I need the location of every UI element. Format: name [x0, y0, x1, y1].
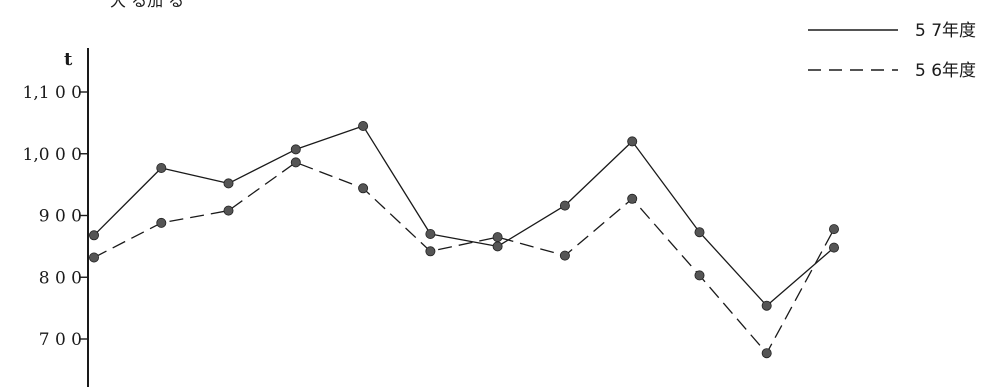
y-tick-label-1000: 1,0 0 0 — [23, 145, 82, 165]
series-2-point-6 — [425, 246, 436, 257]
y-tick-label-900: 9 0 0 — [39, 207, 82, 227]
series-2-point-8 — [559, 250, 570, 261]
y-ticks: 7 0 0 8 0 0 9 0 0 1,0 0 0 1,1 0 0 — [23, 83, 88, 350]
series-1-point-10 — [694, 227, 705, 238]
series-1-point-9 — [627, 136, 638, 147]
legend: 5 7年度 5 6年度 — [808, 21, 976, 81]
series-points — [89, 121, 840, 359]
series-2-point-4 — [290, 157, 301, 168]
series-lines — [93, 125, 835, 354]
series-1-point-11 — [761, 300, 772, 311]
series-2-point-2 — [156, 217, 167, 228]
series-1-point-3 — [223, 178, 234, 189]
y-axis-unit-label: t — [64, 49, 73, 70]
series-1-point-6 — [425, 228, 436, 239]
legend-label-series-2: 5 6年度 — [915, 61, 976, 81]
y-tick-label-800: 8 0 0 — [39, 268, 82, 288]
series-2-point-10 — [694, 270, 705, 281]
y-tick-label-1100: 1,1 0 0 — [23, 83, 82, 103]
y-tick-label-700: 7 0 0 — [39, 330, 82, 350]
series-2-point-3 — [223, 205, 234, 216]
series-2-point-12 — [829, 224, 840, 235]
series-1-point-4 — [290, 144, 301, 155]
series-line-2 — [93, 161, 835, 354]
series-2-point-11 — [761, 348, 772, 359]
series-line-1 — [93, 125, 835, 307]
series-1-point-5 — [358, 121, 369, 132]
series-2-point-7 — [492, 232, 503, 243]
series-2-point-5 — [358, 183, 369, 194]
series-1-point-8 — [559, 200, 570, 211]
header-fragment: 大 る加 る — [110, 0, 184, 10]
series-1-point-1 — [89, 230, 100, 241]
series-1-point-2 — [156, 162, 167, 173]
series-1-point-7 — [492, 241, 503, 252]
legend-label-series-1: 5 7年度 — [915, 21, 976, 41]
series-2-point-1 — [89, 252, 100, 263]
series-1-point-12 — [829, 242, 840, 253]
series-2-point-9 — [627, 193, 638, 204]
